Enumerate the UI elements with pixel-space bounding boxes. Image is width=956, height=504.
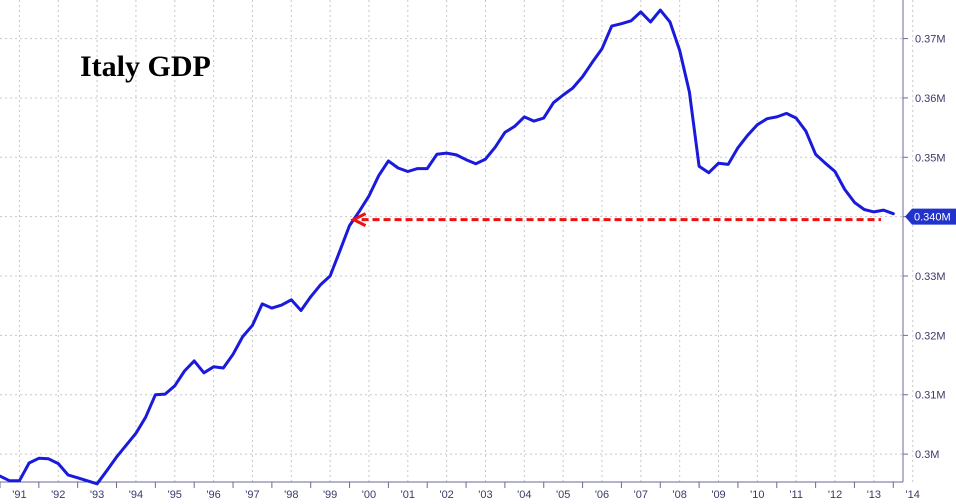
x-tick-label: '06 bbox=[595, 489, 609, 501]
x-tick-label: '10 bbox=[750, 489, 764, 501]
x-tick-label: '02 bbox=[439, 489, 453, 501]
y-tick-label: 0.3M bbox=[915, 449, 939, 461]
grid bbox=[0, 0, 914, 482]
x-tick-label: '08 bbox=[673, 489, 687, 501]
x-tick-label: '13 bbox=[867, 489, 881, 501]
x-tick-label: '92 bbox=[51, 489, 65, 501]
last-value-badge-group: 0.340M bbox=[905, 208, 956, 225]
last-value-label: 0.340M bbox=[914, 212, 951, 224]
x-tick-label: '09 bbox=[711, 489, 725, 501]
x-tick-label: '96 bbox=[206, 489, 220, 501]
reference-arrowhead bbox=[350, 212, 367, 227]
x-tick-label: '07 bbox=[634, 489, 648, 501]
y-tick-label: 0.36M bbox=[915, 93, 946, 105]
x-tick-label: '11 bbox=[789, 489, 803, 501]
x-tick-label: '94 bbox=[129, 489, 143, 501]
y-tick-label: 0.31M bbox=[915, 390, 946, 402]
series bbox=[0, 8, 895, 486]
y-tick-label: 0.32M bbox=[915, 330, 946, 342]
last-value-badge bbox=[905, 208, 956, 225]
x-tick-label: '93 bbox=[90, 489, 104, 501]
x-tick-label: '01 bbox=[401, 489, 415, 501]
chart-title: Italy GDP bbox=[80, 50, 211, 83]
x-tick-label: '99 bbox=[323, 489, 337, 501]
x-tick-label: '00 bbox=[362, 489, 376, 501]
y-tick-label: 0.35M bbox=[915, 152, 946, 164]
y-tick-label: 0.37M bbox=[915, 34, 946, 46]
x-tick-label: '05 bbox=[556, 489, 570, 501]
x-tick-label: '12 bbox=[828, 489, 842, 501]
x-tick-label: '04 bbox=[517, 489, 531, 501]
x-tick-label: '98 bbox=[284, 489, 298, 501]
series-line-0 bbox=[0, 8, 895, 486]
x-tick-label: '95 bbox=[168, 489, 182, 501]
reference-line-group bbox=[350, 212, 881, 227]
x-tick-label: '97 bbox=[245, 489, 259, 501]
x-tick-label: '03 bbox=[478, 489, 492, 501]
x-tick-label: '91 bbox=[12, 489, 26, 501]
x-tick-label: '14 bbox=[906, 489, 920, 501]
y-tick-label: 0.33M bbox=[915, 271, 946, 283]
